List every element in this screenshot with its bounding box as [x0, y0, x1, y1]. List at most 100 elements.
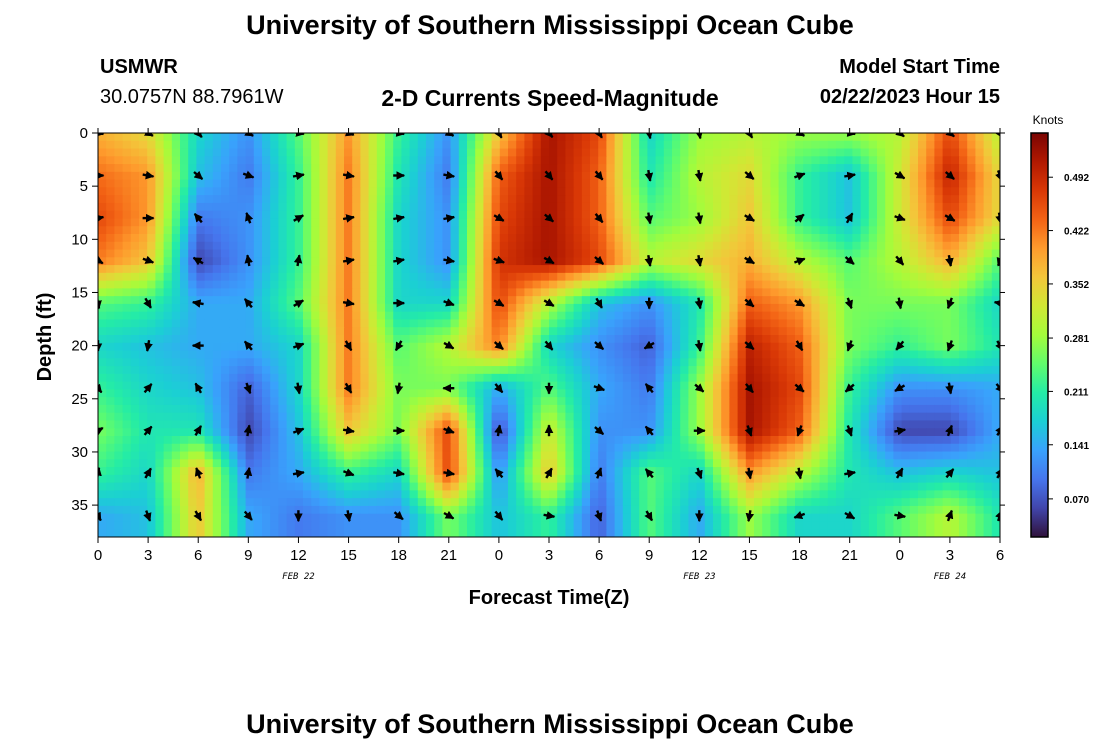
heatmap-cell — [868, 420, 878, 429]
heatmap-cell — [565, 249, 575, 258]
heatmap-cell — [983, 311, 993, 321]
heatmap-cell — [975, 133, 985, 142]
heatmap-cell — [163, 366, 173, 375]
heatmap-cell — [409, 335, 419, 344]
heatmap-cell — [631, 428, 640, 437]
heatmap-cell — [926, 187, 935, 196]
heatmap-cell — [475, 241, 484, 251]
heatmap-cell — [278, 366, 288, 375]
heatmap-cell — [409, 303, 419, 313]
heatmap-cell — [852, 202, 862, 212]
heatmap-cell — [688, 296, 698, 305]
heatmap-cell — [754, 350, 763, 359]
heatmap-cell — [475, 412, 484, 422]
heatmap-cell — [680, 202, 689, 212]
heatmap-cell — [458, 226, 468, 235]
heatmap-cell — [401, 288, 411, 297]
heatmap-cell — [467, 241, 476, 251]
heatmap-cell — [401, 265, 411, 274]
heatmap-cell — [918, 373, 927, 383]
heatmap-cell — [344, 482, 353, 491]
heatmap-cell — [983, 272, 993, 282]
heatmap-cell — [434, 319, 443, 328]
heatmap-cell — [942, 436, 952, 445]
heatmap-cell — [335, 389, 345, 398]
heatmap-cell — [303, 412, 312, 422]
heatmap-cell — [622, 187, 632, 196]
heatmap-cell — [155, 358, 165, 367]
heatmap-cell — [713, 179, 722, 188]
heatmap-cell — [631, 451, 640, 460]
heatmap-cell — [852, 397, 862, 406]
heatmap-cell — [549, 171, 558, 181]
heatmap-cell — [393, 272, 402, 282]
heatmap-cell — [458, 474, 468, 484]
heatmap-cell — [335, 436, 345, 445]
heatmap-cell — [376, 296, 386, 305]
heatmap-cell — [877, 335, 886, 344]
heatmap-cell — [360, 389, 370, 398]
heatmap-cell — [622, 342, 632, 352]
heatmap-cell — [762, 164, 771, 173]
heatmap-cell — [262, 342, 271, 352]
heatmap-cell — [106, 342, 115, 352]
heatmap-cell — [959, 210, 968, 220]
heatmap-cell — [262, 303, 271, 313]
heatmap-cell — [598, 412, 607, 422]
heatmap-cell — [303, 148, 312, 157]
heatmap-cell — [655, 373, 665, 383]
heatmap-cell — [180, 218, 189, 227]
heatmap-cell — [877, 451, 886, 460]
heatmap-cell — [606, 342, 616, 352]
heatmap-cell — [770, 249, 780, 258]
heatmap-cell — [565, 288, 575, 297]
heatmap-cell — [778, 272, 788, 282]
heatmap-cell — [130, 443, 140, 453]
heatmap-cell — [754, 428, 763, 437]
heatmap-cell — [409, 171, 419, 181]
heatmap-cell — [622, 241, 632, 251]
heatmap-cell — [778, 404, 788, 414]
heatmap-cell — [688, 179, 698, 188]
heatmap-cell — [762, 288, 771, 297]
heatmap-cell — [557, 373, 566, 383]
heatmap-cell — [483, 249, 493, 258]
heatmap-cell — [975, 241, 985, 251]
heatmap-cell — [639, 234, 648, 243]
heatmap-cell — [811, 303, 821, 313]
heatmap-cell — [393, 350, 402, 359]
heatmap-cell — [713, 218, 722, 227]
heatmap-cell — [458, 195, 468, 204]
heatmap-cell — [122, 311, 132, 321]
heatmap-cell — [991, 156, 1000, 165]
heatmap-cell — [950, 140, 960, 150]
heatmap-cell — [253, 451, 263, 460]
heatmap-cell — [212, 164, 222, 173]
heatmap-cell — [229, 474, 238, 484]
heatmap-cell — [860, 397, 870, 406]
heatmap-cell — [196, 474, 206, 484]
heatmap-cell — [155, 288, 165, 297]
heatmap-cell — [155, 218, 165, 227]
heatmap-cell — [983, 327, 993, 336]
heatmap-cell — [245, 436, 255, 445]
heatmap-cell — [147, 288, 156, 297]
heatmap-cell — [212, 467, 222, 476]
heatmap-cell — [262, 164, 271, 173]
heatmap-cell — [565, 350, 575, 359]
heatmap-cell — [704, 249, 714, 258]
heatmap-cell — [508, 397, 517, 406]
heatmap-cell — [557, 381, 566, 390]
heatmap-cell — [114, 265, 124, 274]
heatmap-cell — [508, 451, 517, 460]
heatmap-cell — [983, 140, 993, 150]
heatmap-cell — [401, 389, 411, 398]
heatmap-cell — [959, 474, 968, 484]
heatmap-cell — [524, 350, 534, 359]
heatmap-cell — [450, 311, 460, 321]
heatmap-cell — [139, 241, 148, 251]
heatmap-cell — [442, 436, 452, 445]
heatmap-cell — [663, 218, 673, 227]
heatmap-cell — [262, 171, 271, 181]
heatmap-cell — [475, 280, 484, 289]
